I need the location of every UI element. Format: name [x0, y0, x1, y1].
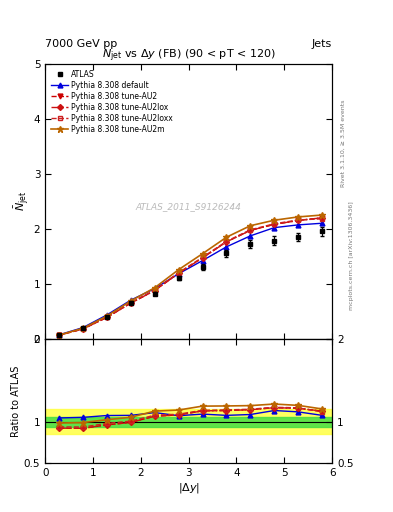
Text: Rivet 3.1.10, ≥ 3.5M events: Rivet 3.1.10, ≥ 3.5M events	[341, 100, 346, 187]
Legend: ATLAS, Pythia 8.308 default, Pythia 8.308 tune-AU2, Pythia 8.308 tune-AU2lox, Py: ATLAS, Pythia 8.308 default, Pythia 8.30…	[49, 68, 175, 136]
Text: mcplots.cern.ch [arXiv:1306.3436]: mcplots.cern.ch [arXiv:1306.3436]	[349, 202, 354, 310]
Y-axis label: Ratio to ATLAS: Ratio to ATLAS	[11, 365, 21, 437]
Text: Jets: Jets	[312, 38, 332, 49]
Y-axis label: $\bar{N}_\mathsf{jet}$: $\bar{N}_\mathsf{jet}$	[12, 191, 31, 211]
Text: 7000 GeV pp: 7000 GeV pp	[45, 38, 118, 49]
Text: ATLAS_2011_S9126244: ATLAS_2011_S9126244	[136, 202, 242, 211]
Title: $N_\mathsf{jet}$ vs $\Delta y$ (FB) (90 < pT < 120): $N_\mathsf{jet}$ vs $\Delta y$ (FB) (90 …	[102, 48, 275, 64]
X-axis label: $|\Delta y|$: $|\Delta y|$	[178, 481, 200, 495]
